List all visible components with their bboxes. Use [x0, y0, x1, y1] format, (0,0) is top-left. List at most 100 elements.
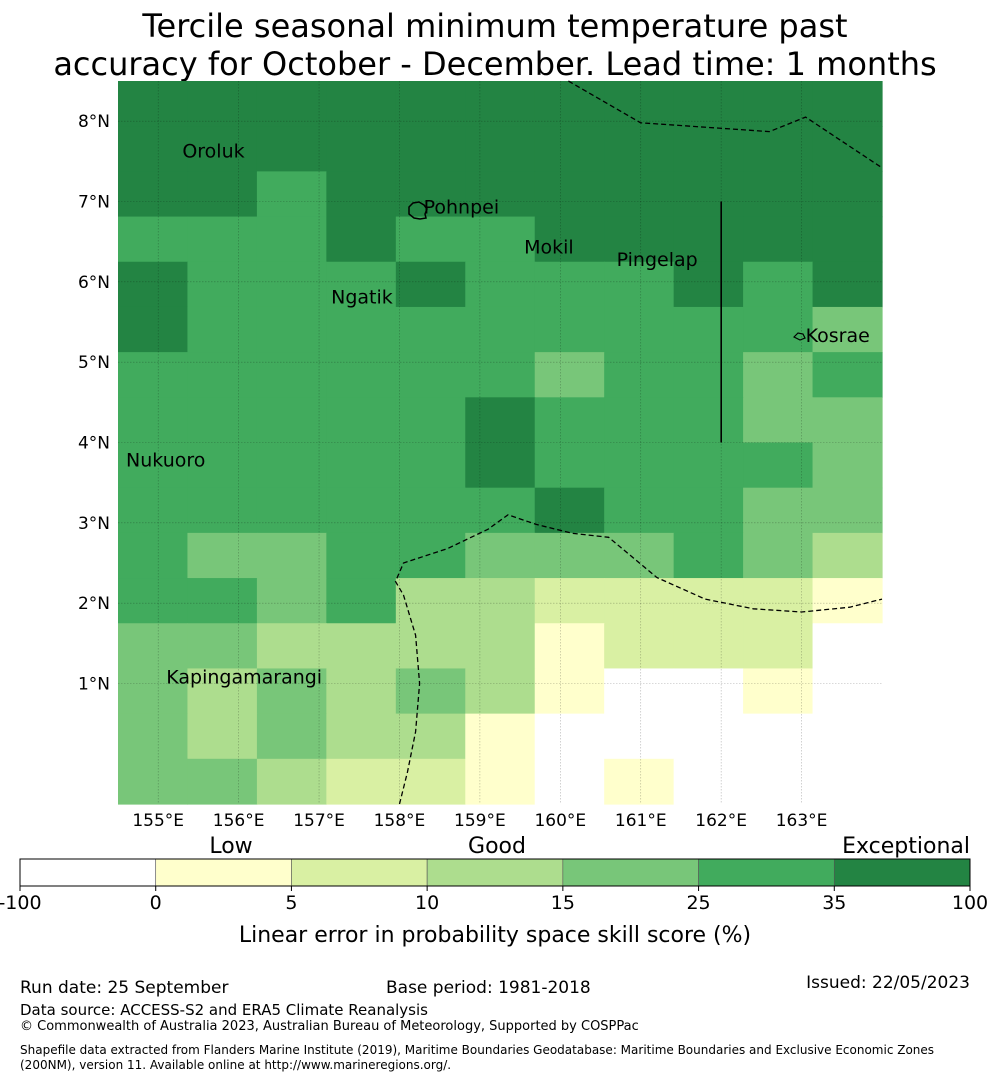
skill-cell	[465, 713, 536, 760]
skill-cell	[395, 578, 466, 624]
colorbar-tick-label: 5	[285, 892, 297, 914]
skill-cell	[326, 352, 397, 398]
skill-cell	[118, 171, 189, 218]
skill-cell	[673, 578, 744, 624]
skill-cell	[534, 261, 605, 308]
skill-cell	[395, 442, 466, 489]
skill-cell	[187, 623, 258, 670]
skill-cell	[118, 81, 189, 127]
skill-cell	[326, 442, 397, 489]
skill-cell	[118, 532, 189, 579]
skill-cell	[187, 487, 258, 534]
skill-cell	[326, 532, 397, 579]
skill-cell	[395, 216, 466, 263]
skill-cell	[534, 81, 605, 127]
latitude-tick-label: 8°N	[78, 112, 110, 132]
skill-cell	[604, 171, 675, 218]
colorbar-swatch	[426, 858, 564, 887]
skill-cell	[743, 261, 814, 308]
latitude-tick-label: 6°N	[78, 273, 110, 293]
skill-cell	[743, 623, 814, 670]
skill-cell	[256, 171, 327, 218]
skill-cell	[326, 126, 397, 172]
skill-cell	[812, 397, 883, 444]
place-label: Ngatik	[331, 287, 393, 309]
place-label: Kapingamarangi	[166, 667, 322, 689]
skill-cell	[326, 487, 397, 534]
skill-cell	[465, 623, 536, 670]
skill-cell	[395, 758, 466, 805]
skill-cell	[604, 126, 675, 172]
latitude-tick-label: 1°N	[78, 675, 110, 695]
skill-cell	[812, 532, 883, 579]
skill-cell	[465, 668, 536, 715]
skill-cell	[256, 126, 327, 172]
skill-cell	[256, 578, 327, 624]
skill-score-map: Oroluk Pohnpei Mokil Pingelap Ngatik Kosrae Nu…	[0, 80, 988, 948]
place-labels: Oroluk Pohnpei Mokil Pingelap Ngatik Kosrae Nu…	[126, 140, 870, 688]
skill-cell	[812, 623, 883, 670]
colorbar-swatch	[562, 858, 699, 887]
skill-cell	[673, 306, 744, 353]
skill-cell	[395, 81, 466, 127]
colorbar-tick-label: -100	[0, 892, 42, 914]
colorbar-swatch	[155, 858, 292, 887]
pohnpei-island-outline	[408, 201, 428, 220]
colorbar-swatch	[833, 858, 971, 887]
skill-cell	[187, 216, 258, 263]
skill-cell	[118, 306, 189, 353]
skill-cell	[743, 81, 814, 127]
skill-cell	[187, 171, 258, 218]
eez-boundary-line	[394, 514, 883, 805]
skill-cell	[534, 216, 605, 263]
longitude-tick-label: 161°E	[615, 811, 667, 831]
skill-cell	[465, 306, 536, 353]
skill-cell	[187, 261, 258, 308]
skill-cell	[673, 713, 744, 760]
skill-cell	[256, 397, 327, 444]
skill-cell	[812, 126, 883, 172]
skill-cell	[812, 352, 883, 398]
island-outlines	[408, 201, 806, 341]
skill-cell	[812, 306, 883, 353]
skill-cell	[187, 81, 258, 127]
skill-cell	[187, 306, 258, 353]
skill-cell	[326, 81, 397, 127]
skill-cell	[812, 578, 883, 624]
skill-cell	[604, 397, 675, 444]
skill-cell	[326, 306, 397, 353]
skill-cell	[604, 758, 675, 805]
skill-cell	[743, 487, 814, 534]
skill-cell	[118, 713, 189, 760]
skill-cell	[465, 352, 536, 398]
skill-cell	[604, 668, 675, 715]
skill-cell	[743, 352, 814, 398]
skill-cell	[256, 352, 327, 398]
skill-cell	[256, 668, 327, 715]
skill-cell	[187, 578, 258, 624]
skill-cell	[534, 713, 605, 760]
skill-cell	[465, 442, 536, 489]
skill-cell	[187, 758, 258, 805]
data-source: Data source: ACCESS-S2 and ERA5 Climate …	[20, 1001, 428, 1019]
latitude-tick-label: 5°N	[78, 353, 110, 373]
latitude-tick-label: 7°N	[78, 193, 110, 213]
skill-cell	[604, 578, 675, 624]
skill-cell	[395, 668, 466, 715]
skill-cell	[604, 623, 675, 670]
skill-cell	[395, 623, 466, 670]
longitude-tick-label: 155°E	[132, 811, 184, 831]
skill-cell	[604, 532, 675, 579]
skill-cell	[326, 261, 397, 308]
skill-cell	[604, 442, 675, 489]
skill-cell	[187, 126, 258, 172]
skill-cell	[187, 397, 258, 444]
skill-cell	[118, 487, 189, 534]
skill-cell	[118, 126, 189, 172]
skill-cell	[604, 713, 675, 760]
skill-cell	[118, 261, 189, 308]
skill-cell	[743, 216, 814, 263]
skill-cell	[604, 81, 675, 127]
skill-cell	[743, 126, 814, 172]
skill-cell	[395, 126, 466, 172]
